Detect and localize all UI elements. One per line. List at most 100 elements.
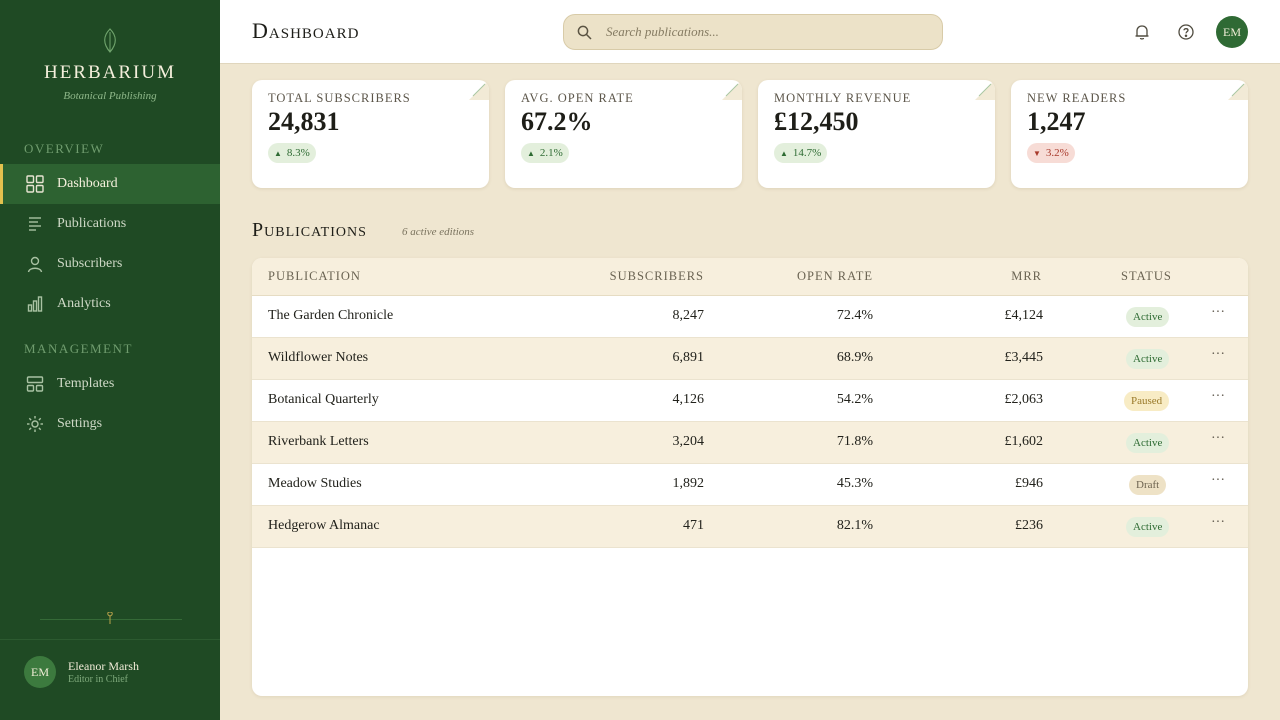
publication-name[interactable]: Riverbank Letters <box>268 434 369 449</box>
column-header-open-rate[interactable]: OPEN RATE <box>796 269 873 283</box>
stat-card-new-readers: NEW READERS 1,247 ▼ 3.2% <box>1011 80 1248 188</box>
user-icon <box>26 255 44 273</box>
status-badge: Active <box>1126 349 1170 369</box>
status-badge: Paused <box>1124 391 1170 411</box>
publication-name[interactable]: Wildflower Notes <box>268 350 369 365</box>
sidebar: HERBARIUM Botanical Publishing OVERVIEW … <box>0 0 220 720</box>
status-badge: Active <box>1126 517 1170 537</box>
more-actions-icon[interactable]: ··· <box>1211 347 1225 362</box>
column-header-mrr[interactable]: MRR <box>1011 269 1042 283</box>
column-header-publication[interactable]: PUBLICATION <box>268 269 361 283</box>
open-rate: 71.8% <box>836 434 873 449</box>
section-label-management: MANAGEMENT <box>24 341 133 356</box>
card-corner-accent <box>1228 80 1248 100</box>
bell-icon[interactable] <box>1133 23 1151 41</box>
open-rate: 68.9% <box>836 350 873 365</box>
sidebar-item-label: Settings <box>57 416 103 431</box>
mrr-value: £1,602 <box>1004 434 1044 449</box>
subscribers-count: 471 <box>683 518 704 533</box>
table-header: PUBLICATION SUBSCRIBERS OPEN RATE MRR ST… <box>252 258 1248 296</box>
layout-icon <box>26 375 44 393</box>
column-header-subscribers[interactable]: SUBSCRIBERS <box>609 269 704 283</box>
stat-value: 1,247 <box>1027 107 1086 136</box>
table-row[interactable]: Botanical Quarterly 4,126 54.2% £2,063 P… <box>252 380 1248 422</box>
more-actions-icon[interactable]: ··· <box>1211 431 1225 446</box>
sidebar-item-subscribers[interactable]: Subscribers <box>0 244 220 284</box>
brand: HERBARIUM Botanical Publishing <box>0 28 220 102</box>
stat-value: 24,831 <box>268 107 340 136</box>
trend-down-icon: ▼ <box>1033 148 1041 158</box>
more-actions-icon[interactable]: ··· <box>1211 305 1225 320</box>
stat-value: 67.2% <box>521 107 593 136</box>
sidebar-item-publications[interactable]: Publications <box>0 204 220 244</box>
header-avatar[interactable]: EM <box>1216 16 1248 48</box>
search-input[interactable] <box>606 24 926 40</box>
open-rate: 82.1% <box>836 518 873 533</box>
stat-label: MONTHLY REVENUE <box>774 91 912 105</box>
mrr-value: £2,063 <box>1004 392 1044 407</box>
brand-subtitle: Botanical Publishing <box>63 90 157 102</box>
user-role: Editor in Chief <box>68 674 128 685</box>
status-badge: Active <box>1126 433 1170 453</box>
open-rate: 54.2% <box>836 392 873 407</box>
publication-name[interactable]: Meadow Studies <box>268 476 362 491</box>
mrr-value: £4,124 <box>1004 308 1044 323</box>
status-badge: Active <box>1126 307 1170 327</box>
stat-card-total-subscribers: TOTAL SUBSCRIBERS 24,831 ▲ 8.3% <box>252 80 489 188</box>
stat-label: AVG. OPEN RATE <box>521 91 634 105</box>
grid-icon <box>26 175 44 193</box>
more-actions-icon[interactable]: ··· <box>1211 473 1225 488</box>
stat-label: TOTAL SUBSCRIBERS <box>268 91 411 105</box>
publication-name[interactable]: Hedgerow Almanac <box>268 518 380 533</box>
topbar: Dashboard EM <box>220 0 1280 64</box>
leaf-logo-icon <box>104 28 116 53</box>
table-row[interactable]: The Garden Chronicle 8,247 72.4% £4,124 … <box>252 296 1248 338</box>
sidebar-divider <box>40 619 182 620</box>
subscribers-count: 4,126 <box>672 392 705 407</box>
stat-change-badge: ▲ 2.1% <box>521 143 569 163</box>
sun-gear-icon <box>26 415 44 433</box>
table-row[interactable]: Hedgerow Almanac 471 82.1% £236 Active ·… <box>252 506 1248 548</box>
stat-card-monthly-revenue: MONTHLY REVENUE £12,450 ▲ 14.7% <box>758 80 995 188</box>
sidebar-item-label: Analytics <box>57 296 111 311</box>
bar-chart-icon <box>26 295 44 313</box>
stat-value: £12,450 <box>774 107 859 136</box>
help-icon[interactable] <box>1177 23 1195 41</box>
sidebar-item-label: Publications <box>57 216 127 231</box>
table-row[interactable]: Meadow Studies 1,892 45.3% £946 Draft ··… <box>252 464 1248 506</box>
stat-label: NEW READERS <box>1027 91 1127 105</box>
subscribers-count: 1,892 <box>672 476 705 491</box>
sidebar-item-analytics[interactable]: Analytics <box>0 284 220 324</box>
column-header-status[interactable]: STATUS <box>1121 269 1172 283</box>
trend-up-icon: ▲ <box>527 148 535 158</box>
section-label-overview: OVERVIEW <box>24 141 105 156</box>
publications-table: PUBLICATION SUBSCRIBERS OPEN RATE MRR ST… <box>252 258 1248 696</box>
user-avatar[interactable]: EM <box>24 656 56 688</box>
publication-name[interactable]: The Garden Chronicle <box>268 308 394 323</box>
sidebar-item-label: Dashboard <box>57 176 118 191</box>
card-corner-accent <box>469 80 489 100</box>
open-rate: 72.4% <box>836 308 873 323</box>
more-actions-icon[interactable]: ··· <box>1211 515 1225 530</box>
table-row[interactable]: Riverbank Letters 3,204 71.8% £1,602 Act… <box>252 422 1248 464</box>
more-actions-icon[interactable]: ··· <box>1211 389 1225 404</box>
card-corner-accent <box>975 80 995 100</box>
publication-name[interactable]: Botanical Quarterly <box>268 392 379 407</box>
stat-change-badge: ▲ 14.7% <box>774 143 828 163</box>
mrr-value: £3,445 <box>1004 350 1044 365</box>
search-box[interactable] <box>563 14 943 50</box>
trend-up-icon: ▲ <box>780 148 788 158</box>
mrr-value: £236 <box>1015 518 1043 533</box>
sidebar-item-label: Templates <box>57 376 115 391</box>
document-lines-icon <box>26 215 44 233</box>
sidebar-item-settings[interactable]: Settings <box>0 404 220 444</box>
status-badge: Draft <box>1129 475 1167 495</box>
card-corner-accent <box>722 80 742 100</box>
sidebar-bottom-divider <box>0 639 220 640</box>
sidebar-item-label: Subscribers <box>57 256 123 271</box>
sidebar-item-dashboard[interactable]: Dashboard <box>0 164 220 204</box>
mrr-value: £946 <box>1015 476 1043 491</box>
table-row[interactable]: Wildflower Notes 6,891 68.9% £3,445 Acti… <box>252 338 1248 380</box>
sidebar-item-templates[interactable]: Templates <box>0 364 220 404</box>
trend-up-icon: ▲ <box>274 148 282 158</box>
